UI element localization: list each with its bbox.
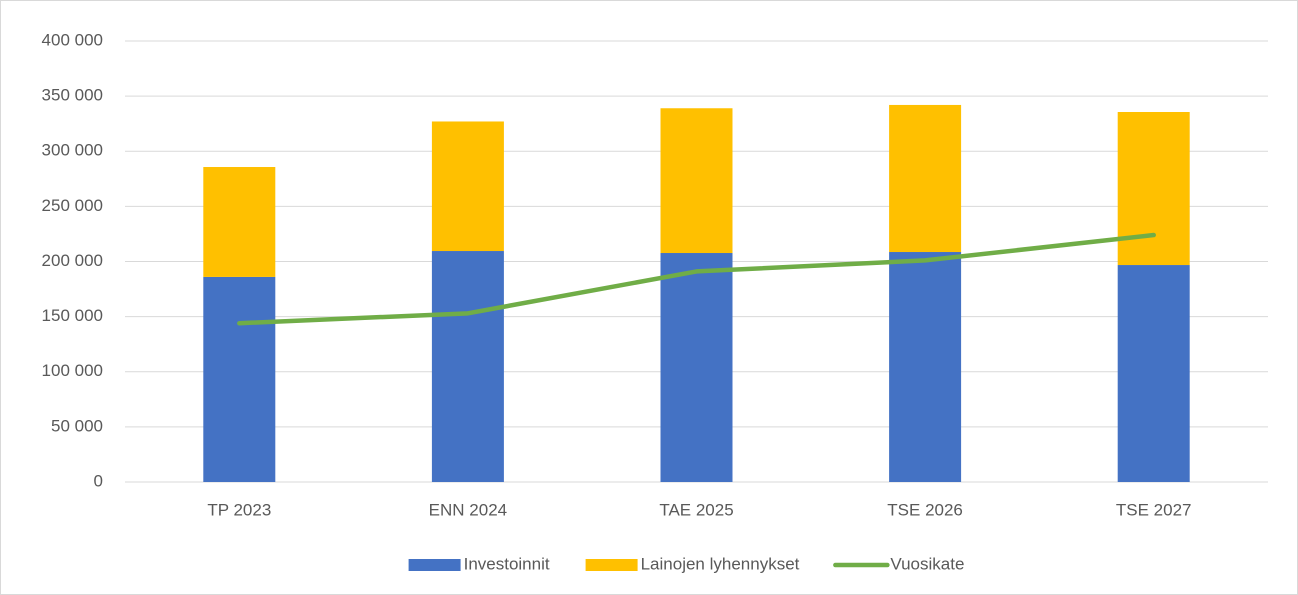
legend-label: Vuosikate — [890, 554, 964, 573]
x-tick-label: TSE 2026 — [887, 500, 963, 519]
x-tick-label: TP 2023 — [207, 500, 271, 519]
y-tick-label: 50 000 — [51, 416, 103, 435]
bar — [660, 108, 733, 254]
bar — [660, 253, 733, 482]
y-tick-label: 300 000 — [42, 141, 103, 160]
bar — [889, 104, 962, 253]
bar — [889, 252, 962, 482]
bar — [203, 276, 276, 482]
legend-label: Lainojen lyhennykset — [641, 554, 800, 573]
y-tick-label: 150 000 — [42, 306, 103, 325]
y-tick-label: 200 000 — [42, 251, 103, 270]
y-tick-label: 350 000 — [42, 86, 103, 105]
bar — [203, 167, 276, 277]
legend-swatch — [408, 559, 461, 571]
bar — [1117, 112, 1190, 266]
x-tick-label: TSE 2027 — [1116, 500, 1192, 519]
y-tick-label: 400 000 — [42, 30, 103, 49]
bar — [1117, 265, 1190, 482]
y-tick-label: 250 000 — [42, 196, 103, 215]
y-tick-label: 0 — [94, 471, 103, 490]
y-tick-label: 100 000 — [42, 361, 103, 380]
bar — [431, 121, 504, 252]
bar — [431, 251, 504, 482]
legend-label: Investoinnit — [464, 554, 550, 573]
x-tick-label: ENN 2024 — [429, 500, 507, 519]
legend-swatch — [585, 559, 638, 571]
x-tick-label: TAE 2025 — [659, 500, 733, 519]
line — [237, 232, 1156, 326]
